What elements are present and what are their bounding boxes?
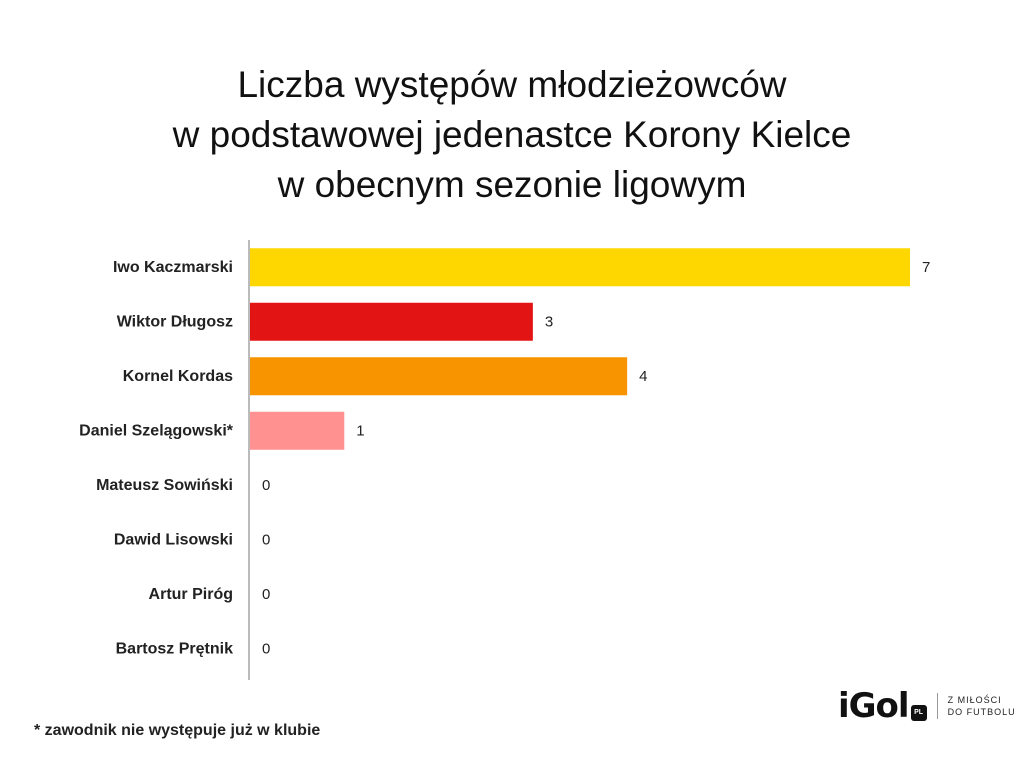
value-label: 7 bbox=[922, 259, 930, 276]
category-label: Dawid Lisowski bbox=[114, 531, 233, 548]
category-label: Iwo Kaczmarski bbox=[113, 259, 233, 276]
value-label: 0 bbox=[262, 531, 270, 548]
logo-badge: PL bbox=[910, 705, 927, 721]
value-label: 3 bbox=[545, 313, 553, 330]
category-label: Wiktor Długosz bbox=[117, 313, 233, 330]
bar bbox=[250, 248, 910, 287]
value-label: 1 bbox=[356, 422, 364, 439]
logo-tagline-line-1: Z miłości bbox=[947, 695, 1002, 705]
bar bbox=[250, 411, 345, 450]
chart-title-line-2: w podstawowej jedenastce Korony Kielce bbox=[172, 114, 852, 155]
category-label: Artur Piróg bbox=[149, 586, 233, 603]
chart-title-line-1: Liczba występów młodzieżowców bbox=[237, 64, 787, 105]
logo-wordmark: iGol bbox=[838, 686, 910, 726]
logo-tagline: Z miłości do futbolu bbox=[948, 694, 1016, 718]
value-label: 0 bbox=[262, 586, 270, 603]
value-label: 0 bbox=[262, 477, 270, 494]
footnote: * zawodnik nie występuje już w klubie bbox=[34, 722, 321, 739]
category-label: Mateusz Sowiński bbox=[96, 477, 233, 494]
category-label: Bartosz Prętnik bbox=[116, 640, 233, 657]
bar bbox=[250, 302, 533, 341]
igol-logo: iGol PL Z miłości do futbolu bbox=[838, 686, 1016, 726]
chart-title-line-3: w obecnym sezonie ligowym bbox=[277, 164, 747, 205]
category-label: Daniel Szelągowski* bbox=[79, 422, 234, 439]
category-label: Kornel Kordas bbox=[123, 368, 233, 385]
value-label: 4 bbox=[639, 368, 647, 385]
value-label: 0 bbox=[262, 640, 270, 657]
logo-tagline-line-2: do futbolu bbox=[947, 707, 1016, 717]
bar bbox=[250, 357, 628, 396]
chart-title: Liczba występów młodzieżowców w podstawo… bbox=[0, 60, 1024, 210]
logo-separator bbox=[936, 693, 938, 719]
